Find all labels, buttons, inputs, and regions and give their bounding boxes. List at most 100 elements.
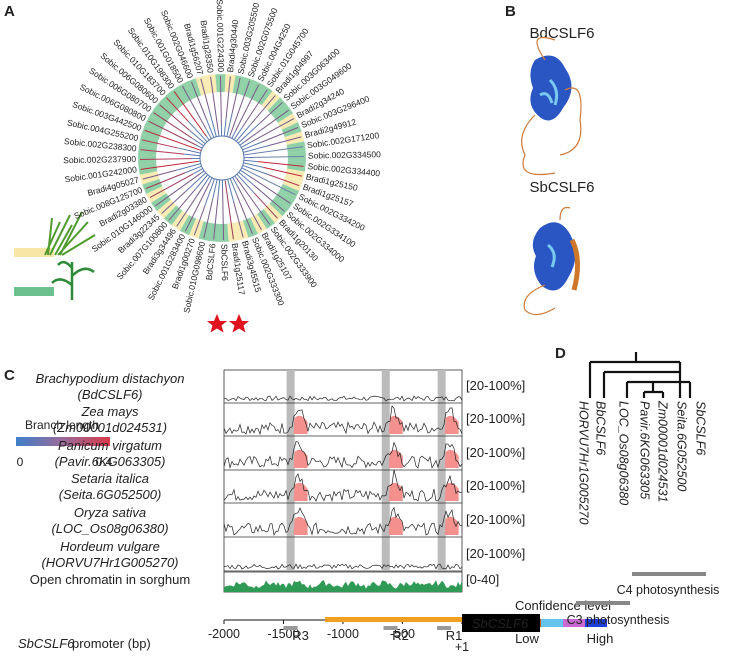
branch [145,172,186,189]
branch [250,155,304,158]
branch [144,129,202,152]
track-signal [223,395,463,402]
leaf-bar [205,74,217,94]
conserved-peak [444,415,459,434]
branch [166,97,189,122]
branch [236,178,271,225]
species-name: Brachypodium distachyon [36,371,185,386]
promoter-span [325,617,462,622]
branch [260,127,299,143]
branch [209,111,217,137]
branch [233,126,243,140]
chromatin-label: Open chromatin in sorghum [30,572,190,587]
branch [237,123,260,144]
branch [235,124,251,142]
branch [173,91,207,137]
leaf-label: SbCSLF6 [694,401,708,455]
branch [192,168,203,175]
branch [155,172,202,207]
track-range: [20-100%] [466,411,525,426]
track-signal [223,405,463,436]
branch [185,172,207,192]
legend-title: Branch length [25,418,99,432]
chromatin-signal [224,580,462,592]
x-tick-label: -2000 [208,627,240,641]
leaf-bar [224,74,236,93]
region-mark [383,626,398,630]
branch [236,194,253,235]
branch [206,119,215,138]
branch [168,189,196,221]
branch [232,177,238,187]
species-name: Setaria italica [71,471,149,486]
group-bar [632,572,706,576]
region-mark [437,626,452,630]
panel-label: A [4,3,15,20]
species-name: Hordeum vulgare [60,539,160,554]
species-name: Oryza sativa [74,505,146,520]
track-range: [20-100%] [466,546,525,561]
leaf-label: Zm00001d024531 [656,400,670,502]
protein-title: SbCSLF6 [529,179,594,196]
branch [200,78,211,112]
panel-label: D [555,345,566,362]
legend-title: Confidence level [515,598,611,613]
branch [211,179,218,202]
legend-min: 0 [17,455,24,469]
branch [191,137,204,147]
region-mark [283,626,298,630]
branch [217,179,221,195]
leaf-label: Sobic.002G334500 [308,149,381,160]
track-signal [223,441,463,470]
branch [213,194,219,240]
branch [184,182,210,232]
branch [242,164,270,176]
branch [225,76,231,120]
leaf-bar [287,160,306,172]
conserved-peak [388,482,403,501]
branch [252,118,295,142]
region-label: R3 [292,628,309,643]
branch [236,185,262,231]
track-range: [20-100%] [466,445,525,460]
branch [227,179,235,203]
leaf-label: LOC_Os08g06380 [617,401,631,505]
gene-name: (BdCSLF6) [77,387,142,402]
confidence-swatch [563,619,585,627]
gene-box [462,614,540,632]
branch [226,113,233,137]
branch [140,160,199,170]
leaf-label: Pavir.6KG063305 [638,401,652,499]
group-label: C4 photosynthesis [617,583,720,597]
branch [241,167,247,171]
branch [153,112,193,139]
branch [161,190,187,214]
branch [243,146,304,156]
leaf-bar [138,144,157,156]
branch [140,149,185,155]
branch [149,173,194,198]
branch [254,192,278,219]
leaf-bar [208,223,220,242]
gene-name: (LOC_Os08g06380) [51,521,168,536]
track-range: [20-100%] [466,478,525,493]
legend-high: High [587,631,614,646]
branch [250,176,291,204]
gene-name: (Zm00001d024531) [53,420,167,435]
branch [140,158,192,161]
region-label: R1 [446,628,463,643]
axis-label: promoter (bp) [72,636,151,651]
branch [234,175,237,179]
branch [205,135,210,141]
track-range: [20-100%] [466,378,525,393]
branch [184,153,201,157]
group-bar [576,601,630,605]
stars [207,314,249,333]
branch [176,163,201,171]
branch [229,80,251,137]
gene-name: (Pavir.6KG063305) [55,454,166,469]
track-signal [223,469,463,503]
branch [193,205,206,236]
branch [195,144,203,149]
branch [148,120,197,146]
